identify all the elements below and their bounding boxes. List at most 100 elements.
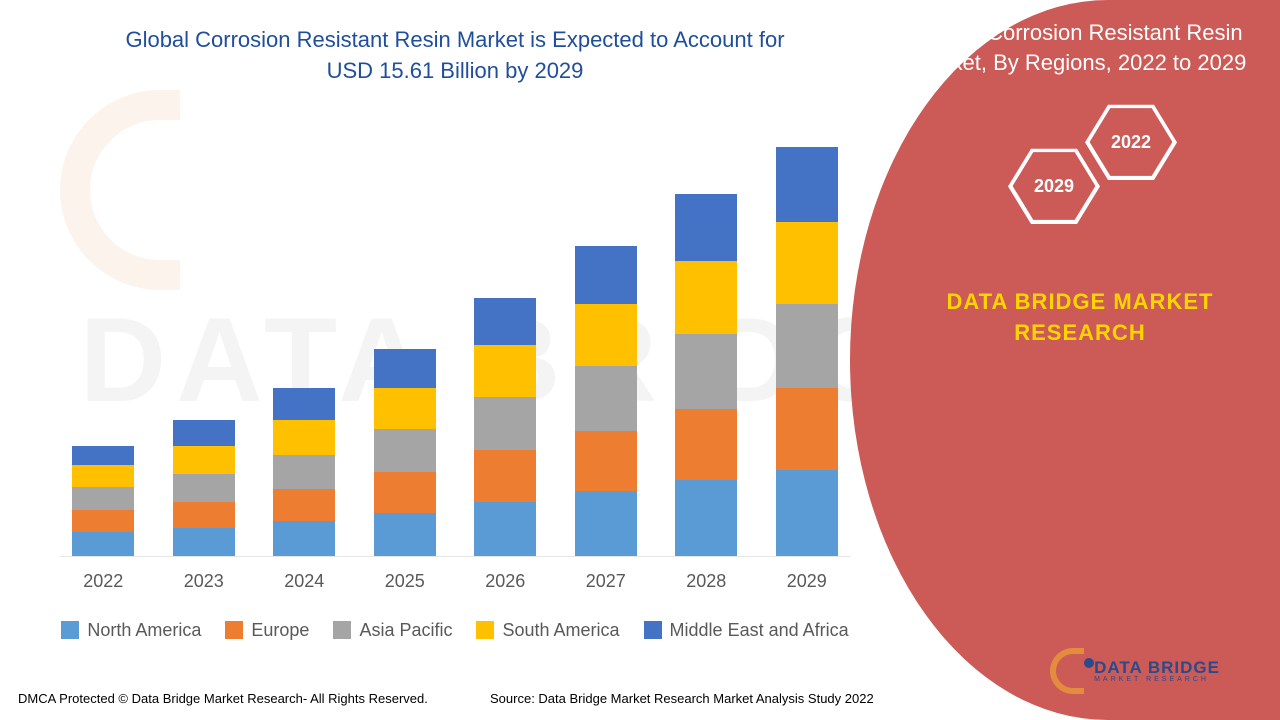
stacked-bar <box>575 246 637 556</box>
legend-label: North America <box>87 620 201 641</box>
x-axis-labels: 2022 2023 2024 2025 2026 2027 2028 2029 <box>60 571 850 592</box>
bar-segment <box>273 489 335 521</box>
bar-segment <box>776 470 838 556</box>
legend-label: Asia Pacific <box>359 620 452 641</box>
bar-column <box>774 147 841 555</box>
bar-segment <box>675 480 737 555</box>
stacked-bar <box>776 147 838 555</box>
bar-segment <box>72 532 134 556</box>
bar-segment <box>575 304 637 366</box>
bar-column <box>171 420 238 555</box>
bar-segment <box>173 502 235 528</box>
hex-label: 2022 <box>1111 132 1151 153</box>
bar-segment <box>474 345 536 397</box>
stacked-bar-plot <box>60 127 850 557</box>
legend-swatch <box>644 621 662 639</box>
bar-segment <box>675 261 737 334</box>
legend-label: Europe <box>251 620 309 641</box>
bar-segment <box>575 246 637 304</box>
footer-source: Source: Data Bridge Market Research Mark… <box>490 691 874 706</box>
legend-label: South America <box>502 620 619 641</box>
legend-swatch <box>476 621 494 639</box>
bar-segment <box>776 388 838 470</box>
x-tick-label: 2026 <box>472 571 539 592</box>
legend-item: Europe <box>225 620 309 641</box>
bar-column <box>472 298 539 556</box>
bar-column <box>271 388 338 556</box>
brand-line1: DATA BRIDGE MARKET <box>947 287 1214 318</box>
right-panel-title: Global Corrosion Resistant Resin Market,… <box>900 18 1260 77</box>
stacked-bar <box>72 446 134 556</box>
bar-segment <box>474 298 536 345</box>
bar-segment <box>776 304 838 388</box>
bar-segment <box>374 429 436 472</box>
legend-item: South America <box>476 620 619 641</box>
hex-2022: 2022 <box>1085 102 1177 182</box>
bar-segment <box>776 147 838 222</box>
hex-label: 2029 <box>1034 176 1074 197</box>
legend-item: Middle East and Africa <box>644 620 849 641</box>
x-tick-label: 2023 <box>171 571 238 592</box>
bar-segment <box>675 409 737 480</box>
bar-segment <box>72 487 134 511</box>
bar-segment <box>374 513 436 556</box>
bar-segment <box>374 349 436 388</box>
footer-copyright: DMCA Protected © Data Bridge Market Rese… <box>18 691 428 706</box>
stacked-bar <box>675 194 737 555</box>
bar-segment <box>173 528 235 556</box>
brand-line2: RESEARCH <box>947 318 1214 349</box>
legend-swatch <box>225 621 243 639</box>
bar-segment <box>173 474 235 502</box>
logo-line2: MARKET RESEARCH <box>1094 676 1220 683</box>
x-tick-label: 2022 <box>70 571 137 592</box>
bar-segment <box>675 194 737 261</box>
bar-segment <box>72 446 134 465</box>
bar-segment <box>575 431 637 491</box>
legend-label: Middle East and Africa <box>670 620 849 641</box>
bar-segment <box>675 334 737 409</box>
bar-segment <box>374 388 436 429</box>
legend-swatch <box>333 621 351 639</box>
bar-segment <box>575 491 637 556</box>
logo-line1: DATA BRIDGE <box>1094 659 1220 676</box>
bar-segment <box>776 222 838 304</box>
bar-segment <box>575 366 637 431</box>
chart-area: Global Corrosion Resistant Resin Market … <box>60 25 850 641</box>
legend-item: North America <box>61 620 201 641</box>
bar-segment <box>273 521 335 555</box>
bar-segment <box>474 502 536 556</box>
logo: DATA BRIDGE MARKET RESEARCH <box>1050 648 1220 694</box>
right-panel: Global Corrosion Resistant Resin Market,… <box>850 0 1280 720</box>
bar-column <box>573 246 640 556</box>
legend: North America Europe Asia Pacific South Ame… <box>60 620 850 641</box>
bar-segment <box>273 388 335 420</box>
stacked-bar <box>474 298 536 556</box>
bar-column <box>673 194 740 555</box>
bar-segment <box>273 420 335 454</box>
bar-segment <box>474 397 536 451</box>
bar-segment <box>72 510 134 532</box>
bar-segment <box>173 446 235 474</box>
x-tick-label: 2029 <box>774 571 841 592</box>
bar-column <box>372 349 439 555</box>
bar-segment <box>173 420 235 446</box>
bar-segment <box>474 450 536 502</box>
x-tick-label: 2027 <box>573 571 640 592</box>
bar-segment <box>72 465 134 487</box>
legend-item: Asia Pacific <box>333 620 452 641</box>
x-tick-label: 2025 <box>372 571 439 592</box>
stacked-bar <box>273 388 335 556</box>
logo-text: DATA BRIDGE MARKET RESEARCH <box>1094 659 1220 683</box>
bar-segment <box>273 455 335 489</box>
chart-title: Global Corrosion Resistant Resin Market … <box>60 25 850 87</box>
stacked-bar <box>374 349 436 555</box>
x-tick-label: 2024 <box>271 571 338 592</box>
legend-swatch <box>61 621 79 639</box>
hex-badges: 2029 2022 <box>970 102 1190 262</box>
bar-column <box>70 446 137 556</box>
brand-name: DATA BRIDGE MARKET RESEARCH <box>947 287 1214 349</box>
bar-segment <box>374 472 436 513</box>
x-tick-label: 2028 <box>673 571 740 592</box>
logo-mark-icon <box>1050 648 1084 694</box>
stacked-bar <box>173 420 235 555</box>
